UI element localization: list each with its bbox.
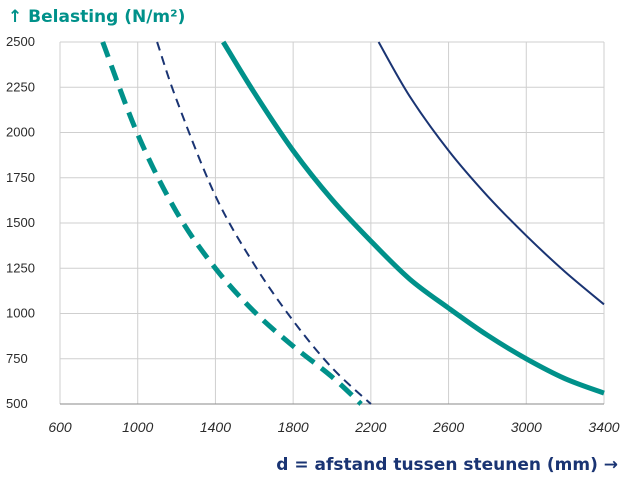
y-tick-label: 1000 — [6, 306, 35, 321]
y-tick-label: 2250 — [6, 79, 35, 94]
x-tick-label: 2600 — [432, 419, 464, 435]
series-line-2 — [156, 41, 372, 405]
x-axis-label: d = afstand tussen steunen (mm) → — [276, 455, 618, 475]
y-tick-label: 2000 — [6, 125, 35, 140]
y-tick-label: 2500 — [6, 34, 35, 49]
x-tick-label: 2200 — [354, 419, 386, 435]
x-tick-label: 1400 — [200, 419, 231, 435]
x-tick-label: 3000 — [511, 419, 542, 435]
y-axis-ticks: 500 750 1000 1250 1500 1750 2000 2250 2500 — [6, 34, 35, 411]
y-tick-label: 500 — [6, 396, 28, 411]
chart-series — [100, 40, 605, 406]
x-tick-label: 1000 — [122, 419, 153, 435]
x-tick-label: 3400 — [588, 419, 619, 435]
series-line-3 — [221, 40, 605, 396]
series-line-1 — [100, 41, 363, 406]
x-tick-label: 1800 — [278, 419, 309, 435]
x-axis-ticks: 600 1000 1400 1800 2200 2600 3000 3400 — [48, 419, 619, 435]
y-tick-label: 1500 — [6, 215, 35, 230]
y-axis-label: ↑ Belasting (N/m²) — [8, 7, 185, 27]
y-tick-label: 750 — [6, 351, 28, 366]
chart-grid — [59, 41, 605, 405]
series-line-4 — [377, 41, 605, 306]
x-tick-label: 600 — [48, 419, 72, 435]
y-tick-label: 1250 — [6, 260, 35, 275]
y-tick-label: 1750 — [6, 170, 35, 185]
